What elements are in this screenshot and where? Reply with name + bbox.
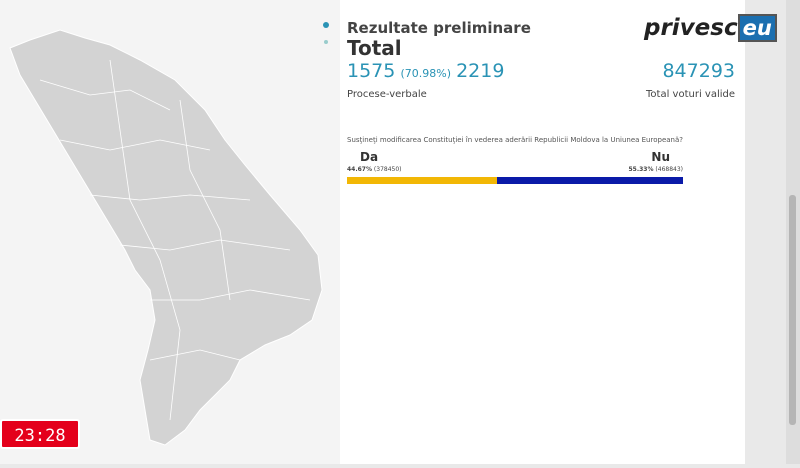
counted: 1575 — [347, 60, 396, 82]
reports-label: Procese-verbale — [347, 89, 427, 100]
option-votes: (468843) — [655, 166, 683, 173]
result-bar — [347, 177, 683, 184]
bar-segment — [497, 177, 683, 184]
votes-label: Total voturi valide — [646, 89, 735, 100]
country-shape — [9, 29, 323, 446]
votes-total: 847293 — [662, 60, 735, 82]
logo: privesc eu — [644, 14, 777, 42]
district-lines — [39, 59, 311, 421]
map — [9, 29, 323, 446]
results-panel: Rezultate preliminare Total 1575 (70.98%… — [340, 0, 745, 464]
option-label: Da — [360, 150, 379, 164]
scroll-thumb[interactable] — [789, 195, 796, 425]
question: Susţineţi modificarea Constituţiei în ve… — [347, 136, 683, 144]
title: Rezultate preliminare — [347, 19, 531, 37]
total: 2219 — [456, 60, 505, 82]
bar-segment — [347, 177, 498, 184]
option-percent: 55.33% — [628, 166, 654, 173]
counted-percent: (70.98%) — [400, 67, 451, 80]
map-area — [0, 0, 340, 464]
option-detail: 44.67% (378450) — [347, 166, 402, 173]
option-percent: 44.67% — [347, 166, 372, 173]
logo-badge: eu — [737, 14, 777, 42]
clock: 23:28 — [0, 419, 80, 449]
slider-dot[interactable] — [324, 40, 328, 44]
logo-text: privesc — [644, 15, 738, 41]
subtitle: Total — [347, 36, 402, 60]
option-detail: 55.33% (468843) — [628, 166, 683, 173]
slider-dot[interactable] — [323, 22, 329, 28]
option-votes: (378450) — [373, 166, 402, 173]
option-label: Nu — [651, 150, 670, 164]
reports-line: 1575 (70.98%) 2219 — [347, 60, 504, 82]
